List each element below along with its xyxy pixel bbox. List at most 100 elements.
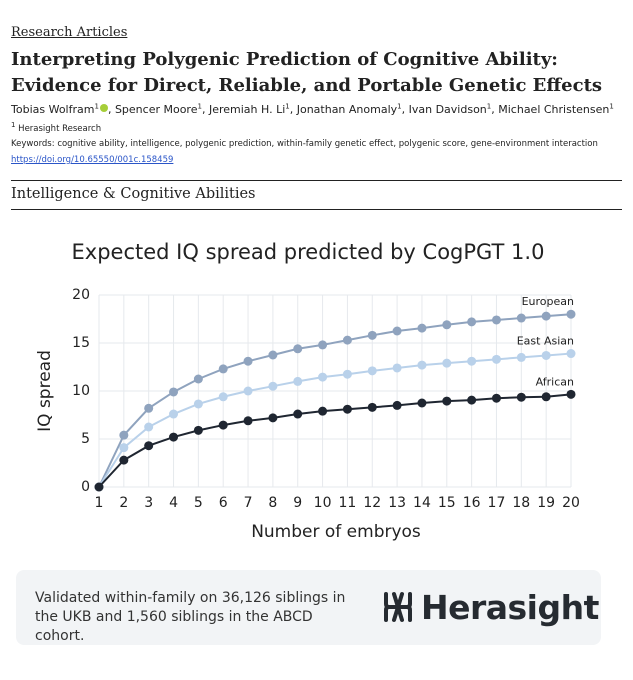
point bbox=[516, 392, 526, 402]
authors: Tobias Wolfram1Spencer Moore1Jeremiah H.… bbox=[11, 102, 614, 116]
point bbox=[392, 400, 402, 410]
point bbox=[218, 420, 228, 430]
point bbox=[293, 344, 303, 354]
footer-text: Validated within-family on 36,126 siblin… bbox=[35, 590, 346, 644]
point bbox=[193, 399, 203, 409]
point bbox=[268, 381, 278, 391]
author-name: Jeremiah H. Li bbox=[208, 102, 286, 116]
point bbox=[119, 443, 129, 453]
chart: Expected IQ spread predicted by CogPGT 1… bbox=[35, 240, 580, 542]
x-tick-label: 2 bbox=[119, 495, 128, 511]
point bbox=[144, 403, 154, 413]
x-tick-label: 14 bbox=[413, 495, 431, 511]
section-link[interactable]: Research Articles bbox=[11, 25, 128, 40]
author: Ivan Davidson1 bbox=[408, 102, 499, 116]
author-affiliation: 1 bbox=[94, 102, 99, 110]
x-tick-label: 4 bbox=[169, 495, 178, 511]
point bbox=[566, 309, 576, 319]
point bbox=[144, 441, 154, 451]
author: Jonathan Anomaly1 bbox=[297, 102, 409, 116]
y-tick-label: 0 bbox=[81, 479, 90, 495]
point bbox=[193, 374, 203, 384]
point bbox=[243, 416, 253, 426]
doi-link[interactable]: https://doi.org/10.65550/001c.158459 bbox=[11, 155, 174, 165]
x-tick-label: 12 bbox=[363, 495, 381, 511]
author-name: Spencer Moore bbox=[114, 102, 198, 116]
point bbox=[193, 425, 203, 435]
point bbox=[417, 398, 427, 408]
point bbox=[318, 372, 328, 382]
point bbox=[119, 430, 129, 440]
orcid-icon bbox=[99, 103, 108, 112]
point bbox=[541, 311, 551, 321]
author: Spencer Moore1 bbox=[114, 102, 209, 116]
point bbox=[268, 350, 278, 360]
series-line bbox=[98, 393, 572, 488]
rule bbox=[11, 209, 622, 210]
point bbox=[169, 409, 179, 419]
affiliation-name: Herasight Research bbox=[18, 123, 102, 134]
point bbox=[491, 354, 501, 364]
series-label: European bbox=[522, 295, 574, 308]
point bbox=[442, 320, 452, 330]
author-name: Ivan Davidson bbox=[408, 102, 487, 116]
x-tick-label: 5 bbox=[194, 495, 203, 511]
author-affiliation: 1 bbox=[285, 102, 290, 110]
point bbox=[144, 422, 154, 432]
keywords-text: cognitive ability, intelligence, polygen… bbox=[57, 139, 598, 149]
author: Michael Christensen1 bbox=[498, 102, 614, 116]
point bbox=[218, 392, 228, 402]
point bbox=[367, 366, 377, 376]
rule bbox=[11, 180, 622, 181]
x-tick-label: 7 bbox=[244, 495, 253, 511]
author-affiliation: 1 bbox=[609, 102, 614, 110]
y-tick-label: 5 bbox=[81, 431, 90, 447]
y-tick-label: 20 bbox=[72, 287, 90, 303]
x-tick-label: 11 bbox=[339, 495, 357, 511]
paper-title: Interpreting Polygenic Prediction of Cog… bbox=[11, 49, 603, 96]
point bbox=[169, 432, 179, 442]
x-tick-label: 15 bbox=[438, 495, 456, 511]
keywords: Keywords: cognitive ability, intelligenc… bbox=[11, 139, 598, 149]
logo-text: Herasight bbox=[421, 587, 599, 627]
series-label: African bbox=[536, 375, 574, 388]
point bbox=[318, 340, 328, 350]
point bbox=[243, 386, 253, 396]
x-tick-label: 8 bbox=[268, 495, 277, 511]
logo-icon bbox=[384, 592, 412, 622]
x-tick-label: 19 bbox=[537, 495, 555, 511]
x-tick-label: 13 bbox=[388, 495, 406, 511]
point bbox=[392, 363, 402, 373]
footer-box: Validated within-family on 36,126 siblin… bbox=[16, 570, 601, 645]
point bbox=[342, 404, 352, 414]
point bbox=[367, 330, 377, 340]
point bbox=[293, 409, 303, 419]
x-tick-label: 6 bbox=[219, 495, 228, 511]
point bbox=[516, 352, 526, 362]
y-tick-label: 15 bbox=[72, 335, 90, 351]
point bbox=[491, 393, 501, 403]
author-name: Michael Christensen bbox=[498, 102, 610, 116]
point bbox=[342, 335, 352, 345]
point bbox=[467, 356, 477, 366]
point bbox=[442, 396, 452, 406]
point bbox=[516, 313, 526, 323]
point bbox=[566, 389, 576, 399]
point bbox=[268, 413, 278, 423]
point bbox=[491, 315, 501, 325]
x-tick-label: 20 bbox=[562, 495, 580, 511]
series-label: East Asian bbox=[517, 335, 574, 348]
author-affiliation: 1 bbox=[486, 102, 492, 110]
point bbox=[417, 360, 427, 370]
category: Intelligence & Cognitive Abilities bbox=[11, 186, 256, 202]
x-tick-label: 1 bbox=[95, 495, 104, 511]
x-tick-label: 10 bbox=[314, 495, 332, 511]
point bbox=[218, 364, 228, 374]
x-axis-label: Number of embryos bbox=[251, 522, 421, 542]
affiliation: 1 Herasight Research bbox=[11, 121, 101, 134]
chart-title: Expected IQ spread predicted by CogPGT 1… bbox=[72, 240, 545, 264]
point bbox=[342, 369, 352, 379]
point bbox=[94, 482, 104, 492]
author-affiliation: 1 bbox=[197, 102, 202, 110]
